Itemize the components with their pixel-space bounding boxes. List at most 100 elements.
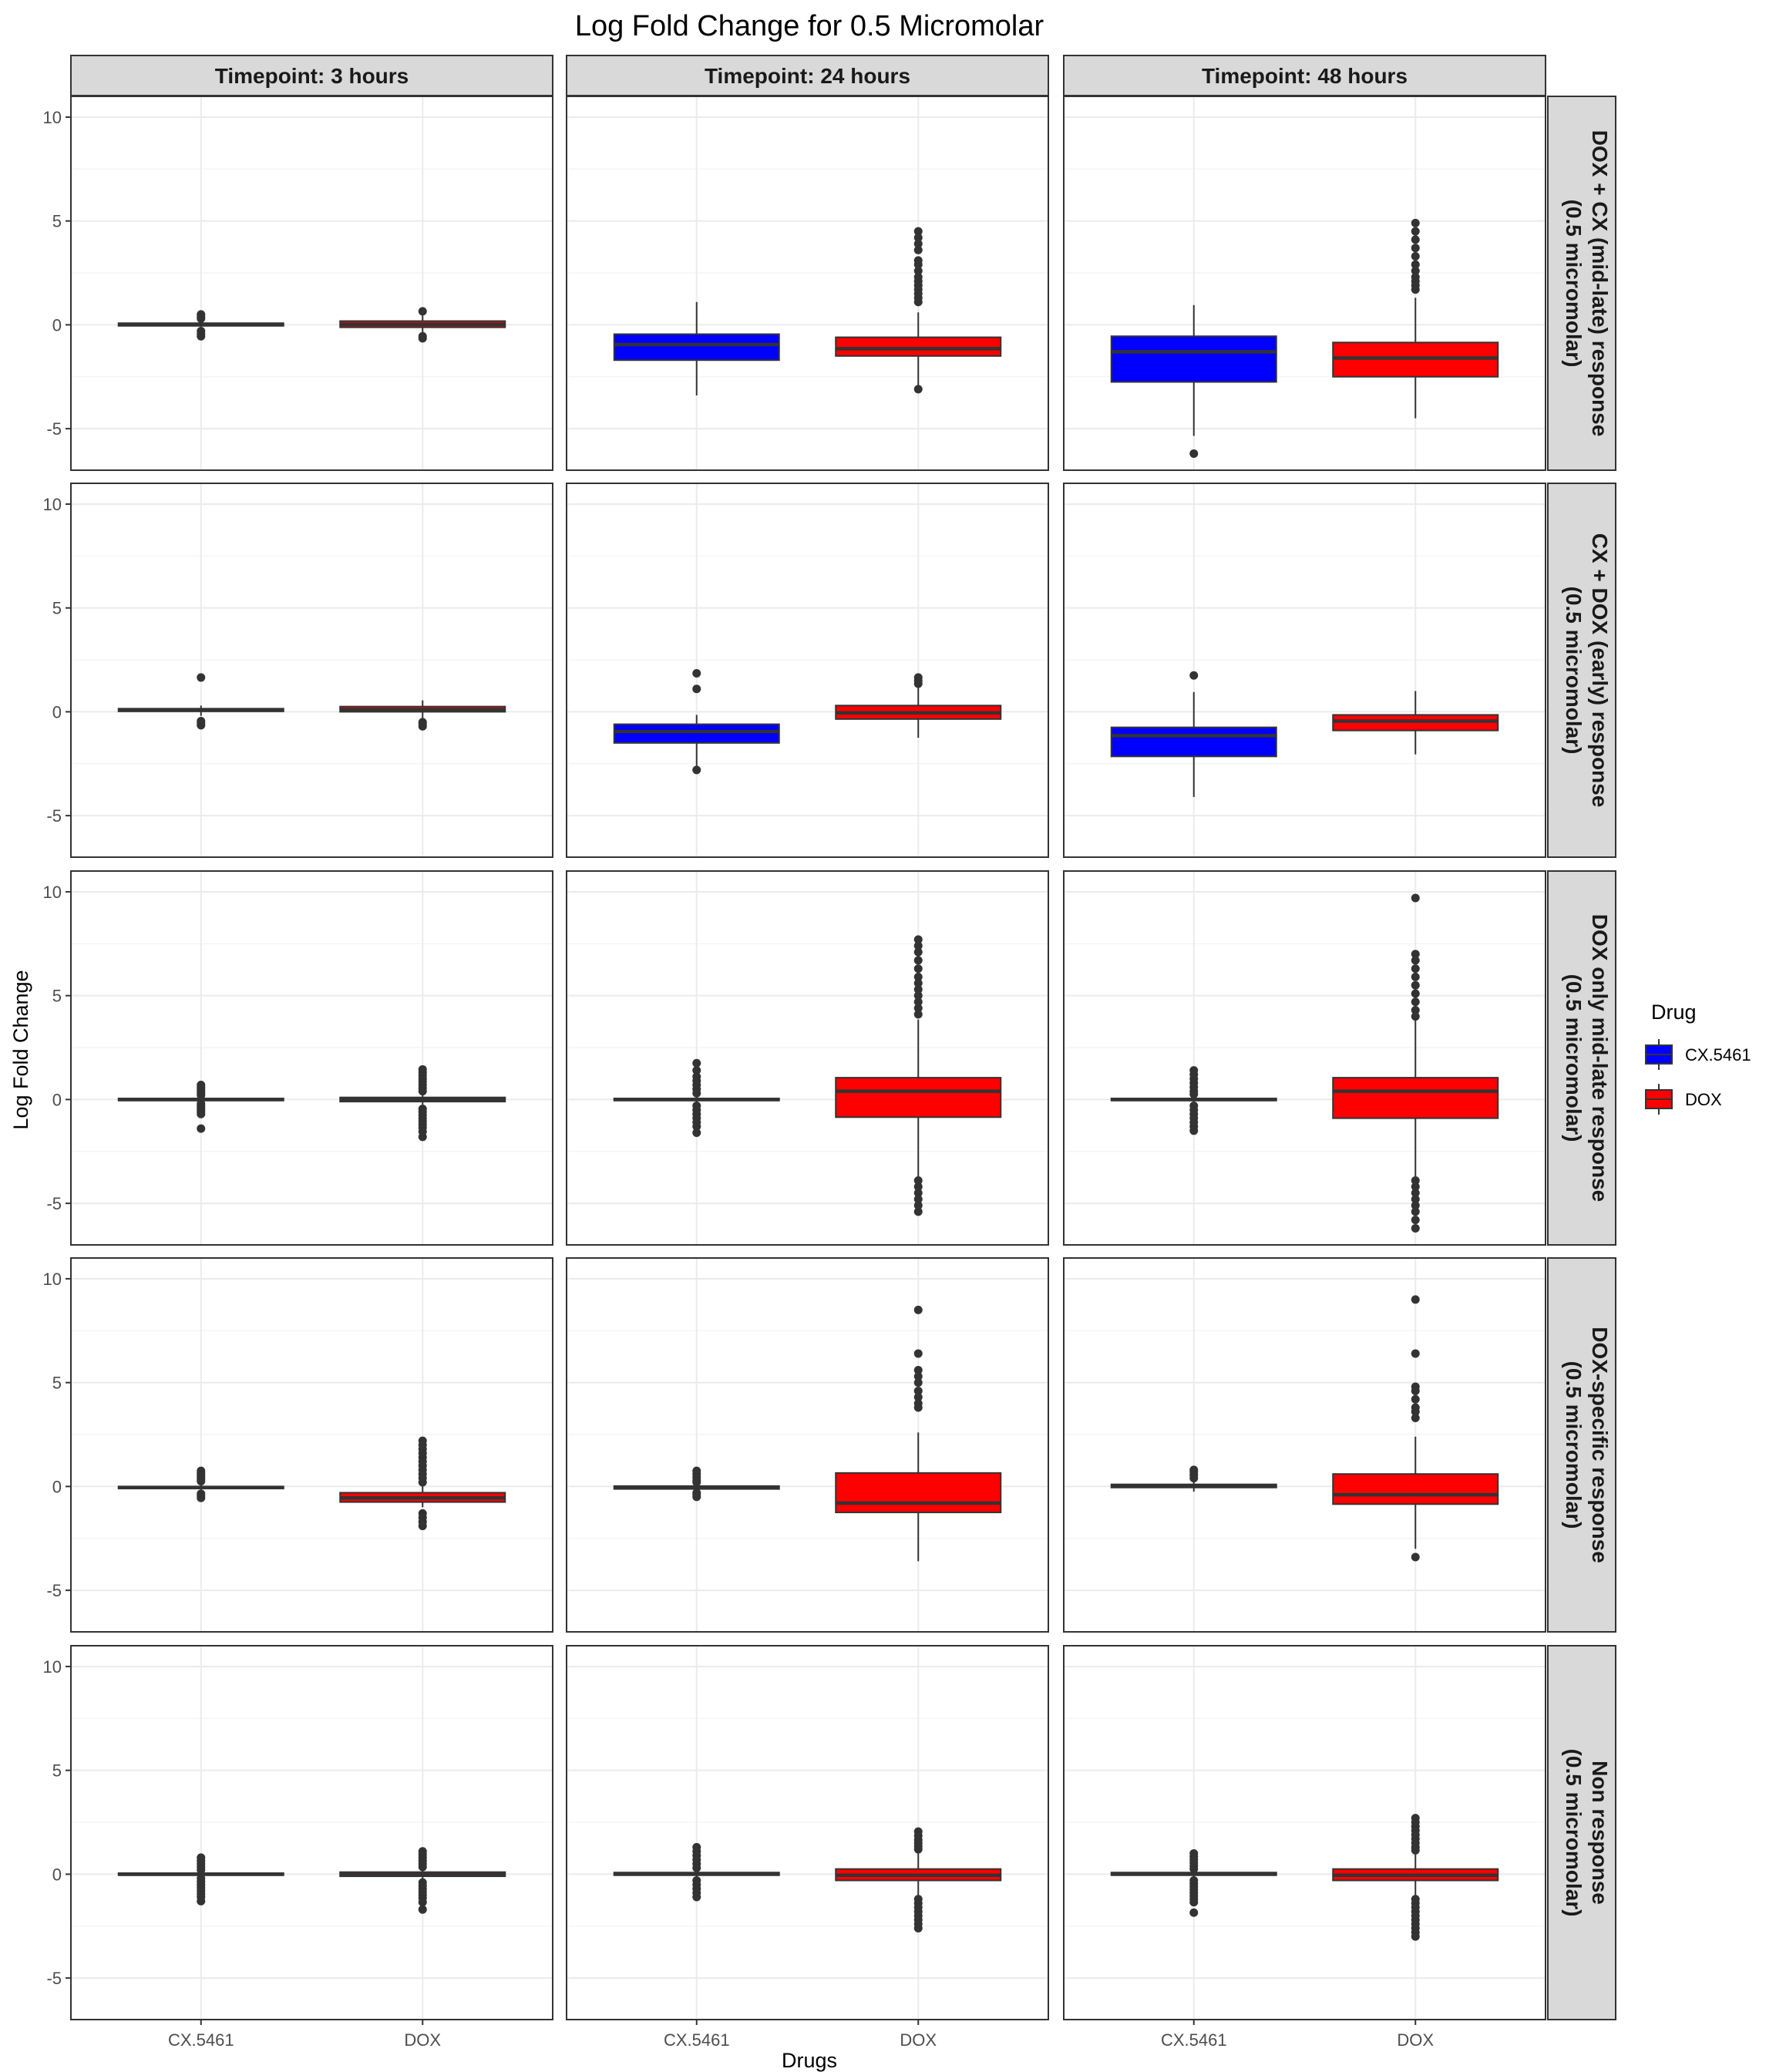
panel-background: [1064, 1258, 1546, 1632]
outlier-point: [913, 679, 923, 688]
y-tick-label: 10: [43, 495, 62, 514]
outlier-point: [692, 1122, 701, 1131]
outlier-point: [913, 972, 923, 981]
boxplot-DOX: [835, 935, 1002, 1216]
outlier-point: [418, 722, 427, 731]
row-strip-label: DOX only mid-late response: [1588, 914, 1612, 1202]
facet-panel: [566, 483, 1049, 858]
panel-background: [71, 96, 553, 470]
facet-panel: [70, 1257, 553, 1633]
panel-border: [70, 870, 553, 1246]
outlier-point: [913, 1923, 923, 1932]
outlier-point: [692, 1863, 701, 1872]
x-tick-label: DOX: [900, 2030, 937, 2050]
outlier-point: [913, 385, 923, 394]
outlier-point: [1411, 997, 1420, 1007]
legend-entry: DOX: [1642, 1084, 1722, 1115]
boxplot-DOX: [1332, 691, 1499, 755]
boxplot-DOX: [835, 673, 1002, 738]
outlier-point: [692, 1128, 701, 1137]
outlier-point: [913, 964, 923, 974]
outlier-point: [913, 1176, 923, 1185]
boxplot-CX.5461: [613, 1466, 780, 1502]
y-tick-label: 0: [52, 315, 62, 335]
outlier-point: [1411, 285, 1420, 294]
outlier-point: [1411, 1386, 1420, 1395]
column-strip: Timepoint: 3 hours: [70, 55, 553, 96]
facet-panel: [70, 483, 553, 858]
outlier-point: [1411, 260, 1420, 269]
panel-background: [567, 96, 1048, 470]
boxplot-DOX: [339, 1436, 506, 1531]
row-strip-label: DOX + CX (mid-late) response: [1588, 130, 1612, 437]
outlier-point: [1411, 235, 1420, 244]
row-strip-box: [1547, 1645, 1616, 2020]
outlier-point: [1189, 1126, 1199, 1135]
panel-background: [567, 1258, 1048, 1632]
outlier-point: [1411, 989, 1420, 998]
outlier-point: [418, 1132, 427, 1142]
outlier-point: [197, 314, 206, 323]
outlier-point: [418, 1862, 427, 1872]
row-strip-label: CX + DOX (early) response: [1588, 533, 1612, 808]
outlier-point: [1411, 950, 1420, 959]
outlier-point: [418, 1522, 427, 1531]
outlier-point: [913, 935, 923, 944]
row-strip-box: [1547, 96, 1616, 471]
boxplot-CX.5461: [117, 310, 284, 341]
outlier-point: [1411, 1407, 1420, 1416]
outlier-point: [1411, 1207, 1420, 1216]
row-strip-label: Non response: [1588, 1761, 1612, 1905]
outlier-point: [1411, 1176, 1420, 1185]
facet-panel: [1063, 1257, 1546, 1633]
panel-border: [566, 870, 1049, 1246]
x-axis-title: Drugs: [782, 2049, 837, 2072]
outlier-point: [913, 239, 923, 248]
outlier-point: [1189, 1865, 1199, 1874]
y-tick-label: -5: [46, 1581, 62, 1600]
facet-panels: [70, 96, 1546, 2020]
outlier-point: [1411, 1413, 1420, 1422]
outlier-point: [1411, 1394, 1420, 1404]
panel-background: [71, 1258, 553, 1632]
outlier-point: [692, 669, 701, 678]
panel-background: [71, 483, 553, 857]
outlier-point: [1411, 1223, 1420, 1233]
facet-panel: [1063, 483, 1546, 858]
boxplot-DOX: [339, 1065, 506, 1142]
outlier-point: [692, 684, 701, 694]
outlier-point: [913, 245, 923, 254]
boxplot-CX.5461: [613, 669, 780, 775]
outlier-point: [913, 997, 923, 1007]
outlier-point: [1411, 980, 1420, 990]
boxplot-DOX: [835, 1305, 1002, 1562]
row-strip: DOX + CX (mid-late) response(0.5 micromo…: [1547, 96, 1616, 471]
boxplot-DOX: [835, 227, 1002, 394]
row-strip-sublabel: (0.5 micromolar): [1562, 587, 1586, 755]
chart-title: Log Fold Change for 0.5 Micromolar: [575, 10, 1044, 42]
outlier-point: [913, 1182, 923, 1192]
panel-background: [1064, 96, 1546, 470]
y-tick-label: 0: [52, 1090, 62, 1109]
boxplot-CX.5461: [613, 1058, 780, 1137]
row-strip: Non response(0.5 micromolar): [1547, 1645, 1616, 2020]
outlier-point: [1189, 671, 1199, 680]
outlier-point: [1411, 1845, 1420, 1855]
boxplot-CX.5461: [613, 301, 780, 395]
panel-border: [566, 1645, 1049, 2020]
panel-background: [1064, 871, 1546, 1245]
panel-background: [567, 1646, 1048, 2020]
outlier-point: [1189, 1090, 1199, 1099]
outlier-point: [1189, 1474, 1199, 1483]
outlier-point: [692, 1088, 701, 1098]
outlier-point: [197, 1124, 206, 1133]
outlier-point: [1411, 1182, 1420, 1192]
outlier-point: [913, 1349, 923, 1358]
boxplot-CX.5461: [117, 1466, 284, 1502]
legend-label: CX.5461: [1685, 1045, 1751, 1065]
x-tick-label: DOX: [1397, 2030, 1434, 2050]
row-strip-box: [1547, 870, 1616, 1246]
facet-panel: [1063, 1645, 1546, 2020]
outlier-point: [1411, 893, 1420, 903]
